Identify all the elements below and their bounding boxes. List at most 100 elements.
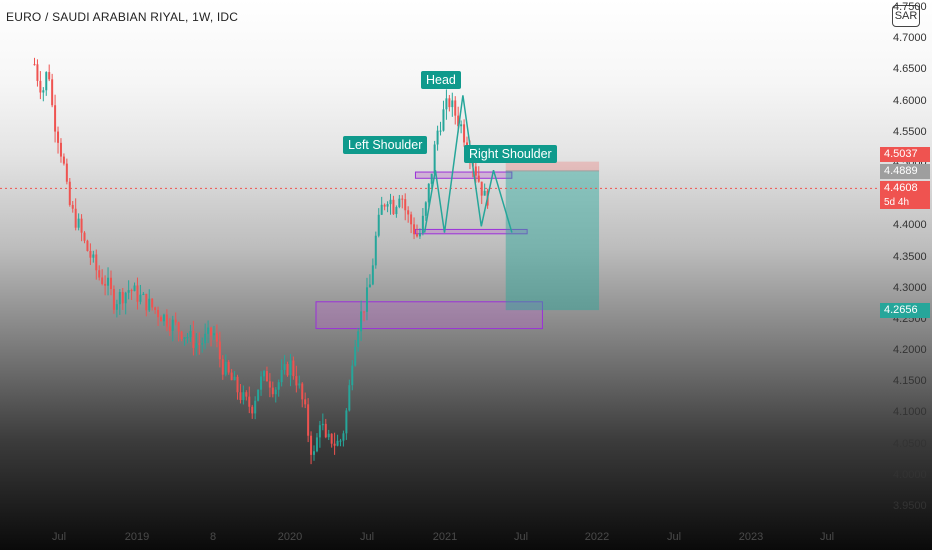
candle-body (301, 383, 304, 400)
head-and-shoulders-line (423, 95, 513, 233)
candle-body (445, 98, 448, 110)
candle-body (201, 343, 204, 345)
candle-body (239, 392, 242, 401)
position-layer (505, 161, 600, 311)
candle-body (109, 277, 112, 290)
candle-body (121, 292, 124, 304)
candle-body (251, 406, 254, 414)
candle-body (345, 410, 348, 434)
candle-body (148, 298, 151, 311)
candle-body (77, 218, 80, 228)
candle-body (174, 319, 177, 323)
candle-body (218, 341, 221, 360)
candle-body (313, 451, 316, 455)
candle-body (351, 365, 354, 386)
candle-body (245, 392, 248, 397)
candle-body (292, 360, 295, 377)
candle-body (133, 285, 136, 292)
candle-body (480, 181, 483, 196)
candle-body (257, 389, 260, 401)
candle-body (327, 433, 330, 438)
candle-body (115, 304, 118, 310)
candle-body (59, 142, 62, 157)
take-profit-area (505, 170, 600, 311)
price-tick-label: 4.2000 (893, 344, 927, 357)
candle-body (260, 376, 263, 390)
candle-body (368, 284, 371, 288)
candle-body (39, 80, 42, 93)
candle-body (112, 289, 115, 310)
time-tick-label: Jul (666, 531, 682, 543)
candle-body (136, 285, 139, 302)
candle-body (118, 292, 121, 305)
price-tick-label: 4.6000 (893, 94, 927, 107)
candle-body (101, 277, 104, 284)
candle-body (442, 109, 445, 131)
pattern-layer (423, 95, 513, 233)
candle-body (80, 218, 83, 233)
candle-body (474, 166, 477, 176)
currency-button[interactable]: SAR (892, 5, 920, 27)
candle-body (233, 376, 236, 381)
candle-body (195, 343, 198, 348)
candle-body (165, 314, 168, 327)
candle-body (95, 254, 98, 271)
candle-body (151, 298, 154, 308)
price-tick-label: 4.6500 (893, 63, 927, 76)
candle-body (339, 440, 342, 442)
candle-body (130, 290, 133, 292)
price-tick-label: 4.3000 (893, 281, 927, 294)
stop-loss-area (505, 161, 600, 171)
candle-body (365, 287, 368, 312)
candle-body (98, 270, 101, 278)
candle-body (189, 330, 192, 338)
candle-body (86, 240, 89, 251)
price-tick-label: 4.1500 (893, 375, 927, 388)
candle-body (171, 319, 174, 331)
candle-body (307, 404, 310, 436)
price-tick-label: 4.5500 (893, 125, 927, 138)
stop-price-tag: 4.5037 (880, 147, 930, 162)
candle-body (227, 361, 230, 373)
candle-body (448, 98, 451, 108)
current-price-tag: 4.4608 (880, 181, 930, 196)
candle-body (383, 204, 386, 207)
candle-body (421, 215, 424, 234)
candle-body (395, 207, 398, 215)
candle-body (457, 115, 460, 127)
candle-body (157, 309, 160, 318)
candle-body (374, 235, 377, 266)
candle-body (295, 376, 298, 386)
candle-body (463, 124, 466, 143)
candle-body (454, 100, 457, 116)
candle-body (389, 199, 392, 205)
candle-body (36, 64, 39, 81)
candle-body (386, 204, 389, 207)
candle-body (139, 294, 142, 302)
candle-body (62, 156, 65, 164)
time-tick-label: Jul (359, 531, 375, 543)
candle-body (418, 233, 421, 237)
price-tick-label: 4.7000 (893, 32, 927, 45)
candle-body (54, 105, 57, 132)
price-tick-label: 4.3500 (893, 250, 927, 263)
candle-body (230, 372, 233, 381)
candle-body (183, 337, 186, 340)
candle-body (315, 437, 318, 452)
time-tick-label: 2019 (124, 531, 150, 543)
target-price-tag: 4.2656 (880, 303, 930, 318)
candle-body (363, 311, 366, 313)
candle-body (83, 232, 86, 241)
candle-body (410, 214, 413, 225)
right-shoulder-label: Right Shoulder (464, 145, 557, 163)
candle-body (168, 326, 171, 331)
candle-body (318, 425, 321, 438)
candle-body (427, 183, 430, 203)
candle-body (242, 392, 245, 401)
candles-layer (33, 57, 489, 465)
candle-body (265, 371, 268, 382)
candle-body (324, 423, 327, 438)
candle-body (286, 364, 289, 376)
